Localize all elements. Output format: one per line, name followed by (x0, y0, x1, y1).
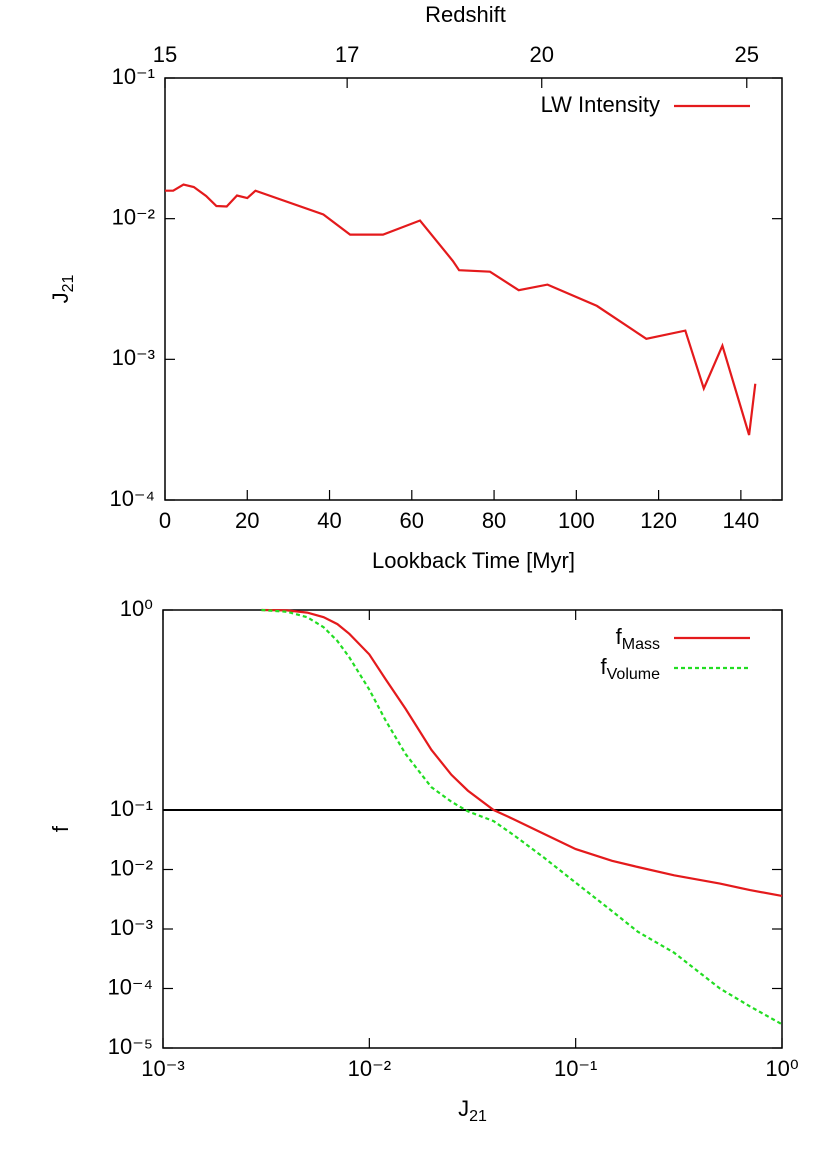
x-tick-label: 0 (159, 508, 171, 533)
x-tick-label: 120 (640, 508, 677, 533)
x-tick-label: 20 (235, 508, 259, 533)
series-line (261, 608, 783, 897)
y-axis-label-base: J (48, 292, 73, 303)
x2-axis-label: Redshift (425, 2, 506, 27)
series-line (261, 608, 783, 1026)
legend-label-sub: Volume (607, 666, 660, 683)
x-tick-label: 10⁰ (765, 1056, 798, 1081)
x-axis-label: Lookback Time [Myr] (372, 548, 575, 573)
y-tick-label: 10⁻¹ (112, 64, 155, 89)
legend-label: LW Intensity (541, 92, 660, 117)
x-axis-label-base: J (458, 1096, 469, 1121)
y-axis-label: f (48, 825, 73, 832)
x2-tick-label: 15 (153, 42, 177, 67)
x-tick-label: 10⁻² (348, 1056, 391, 1081)
x-tick-label: 60 (400, 508, 424, 533)
x-tick-label: 10⁻¹ (554, 1056, 597, 1081)
legend-label-sub: Mass (622, 636, 660, 653)
x-tick-label: 140 (723, 508, 760, 533)
series-line (165, 183, 757, 436)
x-axis-label: J21 (458, 1096, 487, 1125)
y-axis-label-sub: 21 (60, 275, 77, 293)
x-tick-label: 10⁻³ (141, 1056, 184, 1081)
legend-label-base: f (601, 654, 608, 679)
x-axis-label-sub: 21 (469, 1108, 487, 1125)
x2-tick-label: 25 (735, 42, 759, 67)
y-axis-label-base: f (48, 825, 73, 832)
legend-label: fMass (616, 624, 660, 653)
y-tick-label: 10⁻³ (110, 915, 153, 940)
y-tick-label: 10⁰ (120, 596, 153, 621)
x2-tick-label: 17 (335, 42, 359, 67)
y-axis-label: J21 (48, 275, 77, 304)
x-tick-label: 100 (558, 508, 595, 533)
y-tick-label: 10⁻² (112, 204, 155, 229)
y-tick-label: 10⁻⁵ (108, 1034, 153, 1059)
x2-tick-label: 20 (529, 42, 553, 67)
y-tick-label: 10⁻¹ (110, 796, 153, 821)
x-tick-label: 40 (317, 508, 341, 533)
legend-label-base: f (616, 624, 623, 649)
legend-label: fVolume (601, 654, 661, 683)
y-tick-label: 10⁻⁴ (109, 486, 155, 511)
plot-frame (162, 609, 783, 1049)
x-tick-label: 80 (482, 508, 506, 533)
legend-label-base: LW Intensity (541, 92, 660, 117)
y-tick-label: 10⁻³ (112, 345, 155, 370)
plot-frame (164, 77, 783, 501)
y-tick-label: 10⁻² (110, 855, 153, 880)
y-tick-label: 10⁻⁴ (107, 974, 153, 999)
